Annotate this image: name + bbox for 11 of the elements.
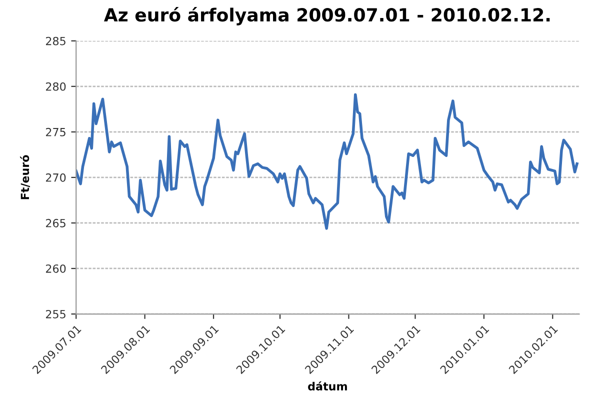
y-tick-label: 255	[46, 310, 66, 318]
y-tick-label: 265	[46, 218, 66, 228]
y-tick-label: 280	[46, 82, 66, 91]
y-tick-label: 260	[46, 264, 66, 273]
y-tick-label: 275	[46, 128, 66, 136]
x-axis-title: dátum	[308, 381, 347, 390]
line-series	[76, 93, 578, 230]
y-tick-label: 285	[46, 36, 66, 46]
y-axis-title: Ft/euró	[20, 155, 30, 200]
chart-title: Az euró árfolyama 2009.07.01 - 2010.02.12.	[104, 6, 550, 26]
y-tick-label: 270	[46, 173, 66, 182]
